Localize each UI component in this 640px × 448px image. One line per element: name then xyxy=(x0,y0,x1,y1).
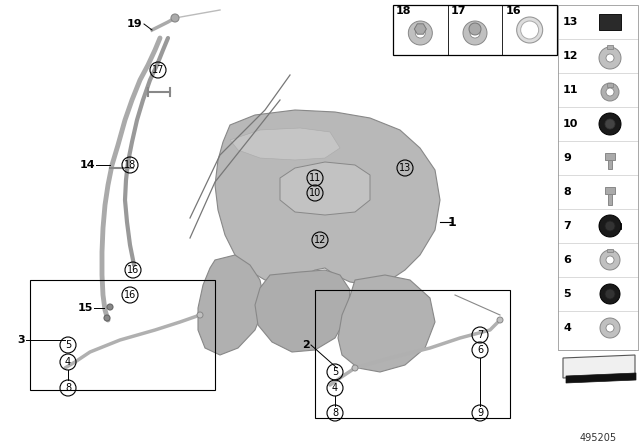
Circle shape xyxy=(605,119,615,129)
Bar xyxy=(608,194,612,205)
Bar xyxy=(605,187,615,194)
Text: 15: 15 xyxy=(77,303,93,313)
Bar xyxy=(315,290,510,418)
Text: 495205: 495205 xyxy=(579,433,616,443)
Text: 18: 18 xyxy=(124,160,136,170)
Bar xyxy=(607,45,613,49)
Text: 1: 1 xyxy=(447,215,456,228)
Polygon shape xyxy=(563,355,635,378)
Text: 6: 6 xyxy=(477,345,483,355)
Text: 8: 8 xyxy=(332,408,338,418)
Text: 5: 5 xyxy=(563,289,571,299)
Text: 9: 9 xyxy=(477,408,483,418)
Polygon shape xyxy=(338,275,435,372)
Circle shape xyxy=(104,315,110,321)
Polygon shape xyxy=(198,255,265,355)
Circle shape xyxy=(600,250,620,270)
Bar xyxy=(599,223,621,229)
Circle shape xyxy=(470,28,480,38)
Text: 14: 14 xyxy=(79,160,95,170)
Circle shape xyxy=(463,21,487,45)
Bar xyxy=(599,14,621,30)
Polygon shape xyxy=(215,110,440,285)
Text: 16: 16 xyxy=(124,290,136,300)
Circle shape xyxy=(606,256,614,264)
Circle shape xyxy=(605,289,615,299)
Text: 5: 5 xyxy=(65,340,71,350)
Circle shape xyxy=(469,23,481,35)
Text: 8: 8 xyxy=(65,383,71,393)
Text: 3: 3 xyxy=(17,335,25,345)
Circle shape xyxy=(606,88,614,96)
Text: 11: 11 xyxy=(309,173,321,183)
Circle shape xyxy=(107,304,113,310)
Text: 17: 17 xyxy=(451,6,466,16)
Circle shape xyxy=(605,221,615,231)
Text: 8: 8 xyxy=(563,187,571,197)
Bar xyxy=(605,153,615,160)
Circle shape xyxy=(599,47,621,69)
Circle shape xyxy=(606,54,614,62)
Circle shape xyxy=(521,21,539,39)
Bar xyxy=(607,249,613,252)
Circle shape xyxy=(516,17,543,43)
Text: 19: 19 xyxy=(126,19,142,29)
Text: 18: 18 xyxy=(396,6,412,16)
Bar xyxy=(607,83,613,87)
Circle shape xyxy=(599,113,621,135)
Text: 7: 7 xyxy=(477,330,483,340)
Text: 12: 12 xyxy=(314,235,326,245)
Circle shape xyxy=(197,312,203,318)
Text: 16: 16 xyxy=(506,6,521,16)
Text: 4: 4 xyxy=(332,383,338,393)
Circle shape xyxy=(408,21,433,45)
Text: 6: 6 xyxy=(563,255,571,265)
Text: 10: 10 xyxy=(309,188,321,198)
Text: 13: 13 xyxy=(563,17,579,27)
Polygon shape xyxy=(230,128,340,160)
Bar xyxy=(393,5,557,55)
Text: 2: 2 xyxy=(302,340,310,350)
Text: 16: 16 xyxy=(127,265,139,275)
Polygon shape xyxy=(566,373,636,383)
Text: 4: 4 xyxy=(563,323,571,333)
Polygon shape xyxy=(255,270,350,352)
Text: 11: 11 xyxy=(563,85,579,95)
Text: 7: 7 xyxy=(563,221,571,231)
Circle shape xyxy=(606,324,614,332)
Circle shape xyxy=(600,284,620,304)
Circle shape xyxy=(601,83,619,101)
Bar xyxy=(30,280,215,390)
Circle shape xyxy=(415,28,426,38)
Text: 4: 4 xyxy=(65,357,71,367)
Text: 17: 17 xyxy=(152,65,164,75)
Bar xyxy=(558,5,638,350)
Text: 10: 10 xyxy=(563,119,579,129)
Text: 12: 12 xyxy=(563,51,579,61)
Text: 9: 9 xyxy=(563,153,571,163)
Polygon shape xyxy=(280,162,370,215)
Circle shape xyxy=(600,318,620,338)
Text: 13: 13 xyxy=(399,163,411,173)
Bar xyxy=(608,160,612,169)
Polygon shape xyxy=(414,24,426,34)
Text: 5: 5 xyxy=(332,367,338,377)
Circle shape xyxy=(171,14,179,22)
Circle shape xyxy=(497,317,503,323)
Circle shape xyxy=(352,365,358,371)
Circle shape xyxy=(599,215,621,237)
